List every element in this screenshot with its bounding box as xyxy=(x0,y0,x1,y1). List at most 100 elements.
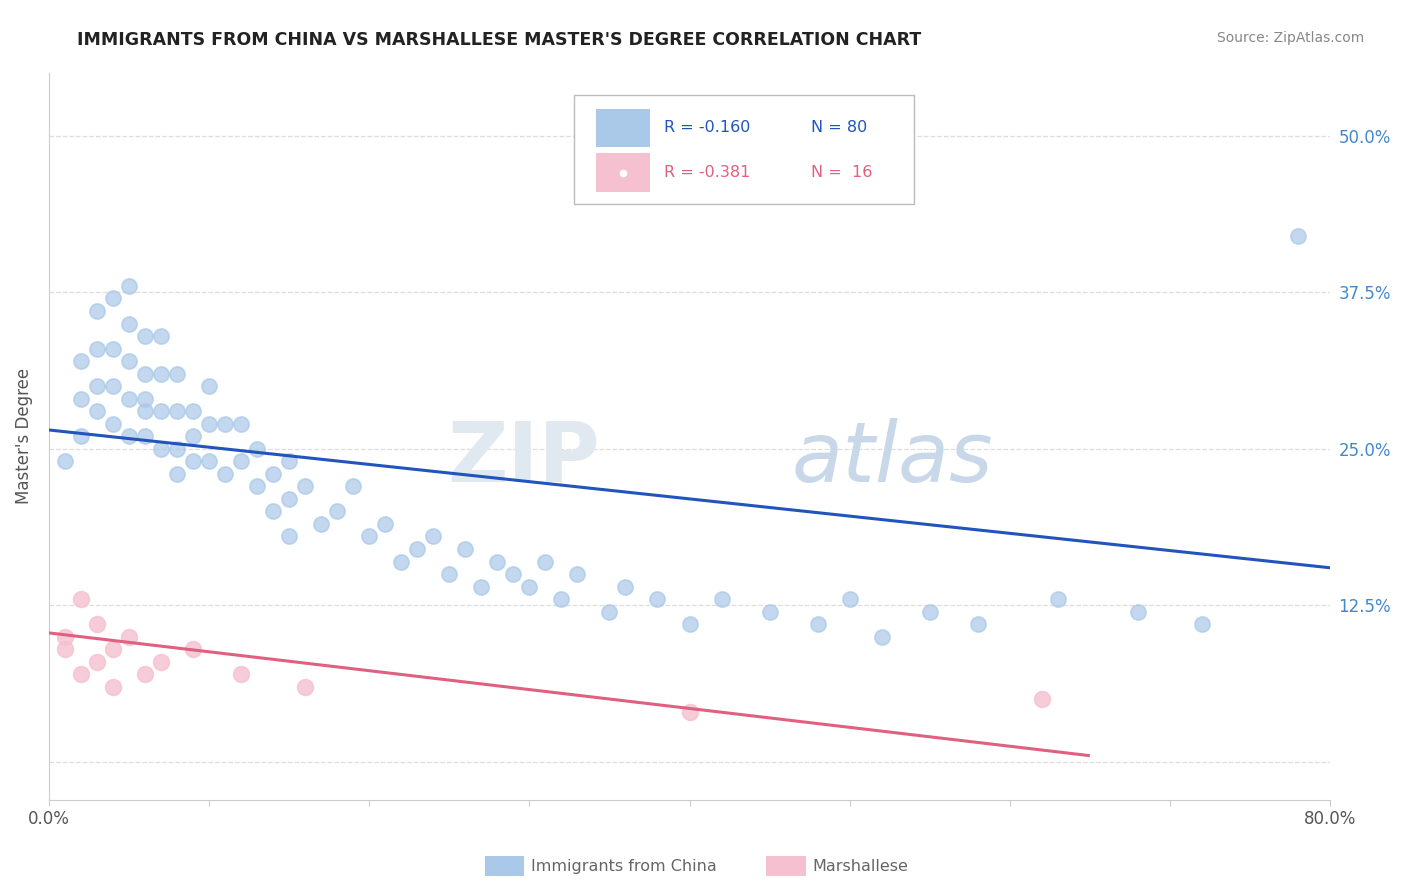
Point xyxy=(1031,692,1053,706)
Point xyxy=(118,429,141,443)
FancyBboxPatch shape xyxy=(596,153,650,192)
Point xyxy=(870,630,893,644)
Point xyxy=(86,655,108,669)
Point xyxy=(101,417,124,431)
Point xyxy=(262,504,284,518)
Point xyxy=(166,442,188,456)
Point xyxy=(134,392,156,406)
Point xyxy=(134,429,156,443)
Text: ZIP: ZIP xyxy=(447,417,600,499)
Point xyxy=(278,529,301,543)
Text: Marshallese: Marshallese xyxy=(813,859,908,873)
Point xyxy=(246,442,269,456)
Point xyxy=(181,429,204,443)
Point xyxy=(70,392,93,406)
Text: Immigrants from China: Immigrants from China xyxy=(531,859,717,873)
Point xyxy=(198,379,221,393)
Point xyxy=(118,279,141,293)
Point xyxy=(53,642,76,657)
Point xyxy=(118,317,141,331)
Point xyxy=(598,605,620,619)
Point xyxy=(326,504,349,518)
Point xyxy=(214,417,236,431)
Point xyxy=(406,541,429,556)
Point xyxy=(86,404,108,418)
Point xyxy=(647,592,669,607)
Point xyxy=(198,454,221,468)
Point xyxy=(150,655,173,669)
Point xyxy=(838,592,860,607)
Text: N =  16: N = 16 xyxy=(811,165,873,180)
Text: R = -0.381: R = -0.381 xyxy=(664,165,751,180)
Text: Source: ZipAtlas.com: Source: ZipAtlas.com xyxy=(1216,31,1364,45)
Point xyxy=(966,617,988,632)
Point xyxy=(101,379,124,393)
Point xyxy=(454,541,477,556)
Point xyxy=(470,580,492,594)
Point xyxy=(359,529,381,543)
Point xyxy=(101,292,124,306)
Point xyxy=(422,529,444,543)
Point xyxy=(134,329,156,343)
Point xyxy=(309,516,332,531)
Point xyxy=(262,467,284,481)
Point xyxy=(53,454,76,468)
Point xyxy=(118,392,141,406)
Point xyxy=(278,491,301,506)
Point xyxy=(807,617,830,632)
Point xyxy=(1191,617,1213,632)
Point xyxy=(614,580,637,594)
Point xyxy=(918,605,941,619)
Point xyxy=(342,479,364,493)
Point xyxy=(134,404,156,418)
Point xyxy=(294,680,316,694)
Y-axis label: Master's Degree: Master's Degree xyxy=(15,368,32,504)
Point xyxy=(86,379,108,393)
Point xyxy=(101,680,124,694)
Point xyxy=(1046,592,1069,607)
Point xyxy=(1286,228,1309,243)
Point xyxy=(70,592,93,607)
Point xyxy=(231,417,253,431)
Point xyxy=(567,567,589,582)
Point xyxy=(389,555,412,569)
Point xyxy=(53,630,76,644)
FancyBboxPatch shape xyxy=(596,109,650,147)
Text: N = 80: N = 80 xyxy=(811,120,868,136)
Point xyxy=(678,705,700,719)
Point xyxy=(118,354,141,368)
Point xyxy=(710,592,733,607)
Point xyxy=(231,667,253,681)
Point xyxy=(86,617,108,632)
Point xyxy=(486,555,509,569)
Point xyxy=(86,304,108,318)
Point xyxy=(374,516,396,531)
Point xyxy=(758,605,780,619)
Point xyxy=(166,467,188,481)
Point xyxy=(166,404,188,418)
Point xyxy=(101,642,124,657)
Point xyxy=(278,454,301,468)
Text: IMMIGRANTS FROM CHINA VS MARSHALLESE MASTER'S DEGREE CORRELATION CHART: IMMIGRANTS FROM CHINA VS MARSHALLESE MAS… xyxy=(77,31,921,49)
Point xyxy=(678,617,700,632)
Point xyxy=(166,367,188,381)
Point xyxy=(1126,605,1149,619)
Point xyxy=(502,567,524,582)
Point xyxy=(181,454,204,468)
Point xyxy=(118,630,141,644)
Point xyxy=(534,555,557,569)
Point xyxy=(181,404,204,418)
Point xyxy=(439,567,461,582)
Point xyxy=(70,429,93,443)
Point xyxy=(294,479,316,493)
Point xyxy=(198,417,221,431)
Point xyxy=(150,367,173,381)
Point xyxy=(214,467,236,481)
Point xyxy=(150,442,173,456)
Point xyxy=(101,342,124,356)
Point xyxy=(181,642,204,657)
Point xyxy=(550,592,572,607)
FancyBboxPatch shape xyxy=(574,95,914,203)
Point xyxy=(150,404,173,418)
Point xyxy=(150,329,173,343)
